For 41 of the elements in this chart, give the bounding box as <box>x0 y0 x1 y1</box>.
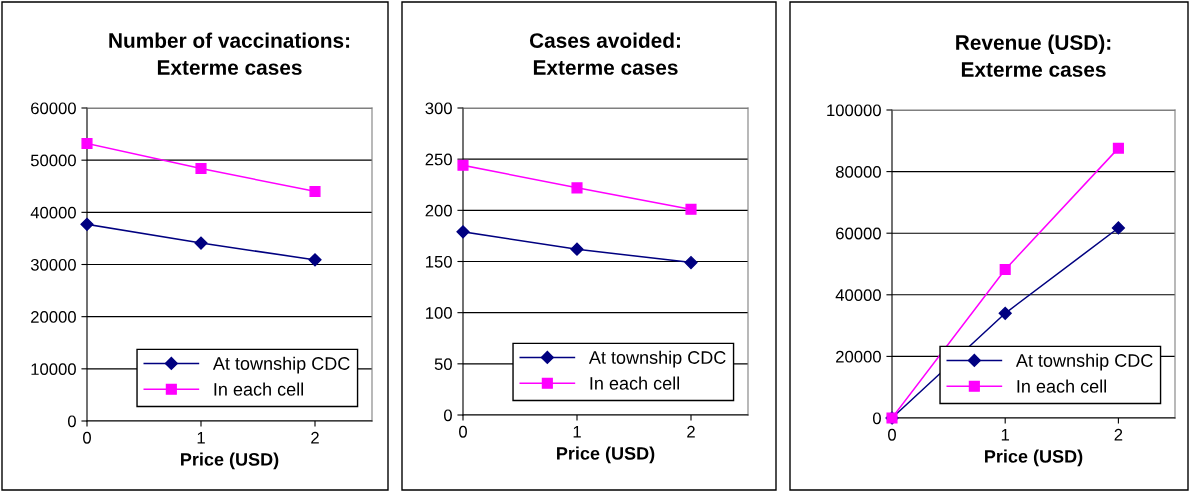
x-tick-label: 1 <box>573 426 581 438</box>
y-tick-label: 100000 <box>827 104 881 117</box>
y-tick-label: 40000 <box>30 206 76 219</box>
legend-label: In each cell <box>1017 379 1106 393</box>
y-tick-label: 60000 <box>31 102 76 115</box>
y-tick-label: 10000 <box>31 363 76 376</box>
x-axis-title: Price (USD) <box>985 449 1083 467</box>
legend-label: At township CDC <box>1015 353 1153 371</box>
y-tick-label: 30000 <box>30 258 76 271</box>
y-tick-label: 100 <box>426 307 452 319</box>
chart-title: Revenue (USD): Exterme cases <box>956 34 1111 77</box>
legend-label: At township CDC <box>588 350 726 368</box>
x-axis-title: Price (USD) <box>557 446 655 464</box>
legend-label: In each cell <box>214 382 303 396</box>
y-tick-label: 200 <box>425 204 452 217</box>
x-tick-label: 1 <box>1001 429 1010 441</box>
x-tick-label: 0 <box>459 425 467 438</box>
y-tick-label: 50000 <box>30 154 76 167</box>
x-tick-label: 2 <box>311 431 319 444</box>
y-tick-label: 20000 <box>31 311 76 323</box>
x-tick-label: 0 <box>888 428 896 441</box>
legend-label: In each cell <box>590 376 679 390</box>
x-tick-label: 1 <box>197 432 205 444</box>
chart-title: Number of vaccinations: Exterme cases <box>109 32 350 75</box>
y-tick-label: 300 <box>425 102 452 115</box>
y-tick-label: 0 <box>872 412 881 425</box>
chart-title: Cases avoided: Exterme cases <box>529 32 680 75</box>
x-axis-title: Price (USD) <box>181 452 279 470</box>
y-tick-label: 250 <box>425 153 452 166</box>
x-tick-label: 2 <box>687 425 695 438</box>
y-tick-label: 60000 <box>836 227 881 240</box>
y-tick-label: 50 <box>434 358 452 371</box>
y-tick-label: 150 <box>426 255 452 268</box>
y-tick-label: 20000 <box>836 350 881 363</box>
x-tick-label: 2 <box>1114 428 1123 441</box>
legend-label: At township CDC <box>212 356 350 374</box>
y-tick-label: 0 <box>443 409 452 422</box>
y-tick-label: 40000 <box>835 289 881 301</box>
x-tick-label: 0 <box>83 431 91 444</box>
y-tick-label: 80000 <box>835 166 881 178</box>
y-tick-label: 0 <box>67 415 76 428</box>
